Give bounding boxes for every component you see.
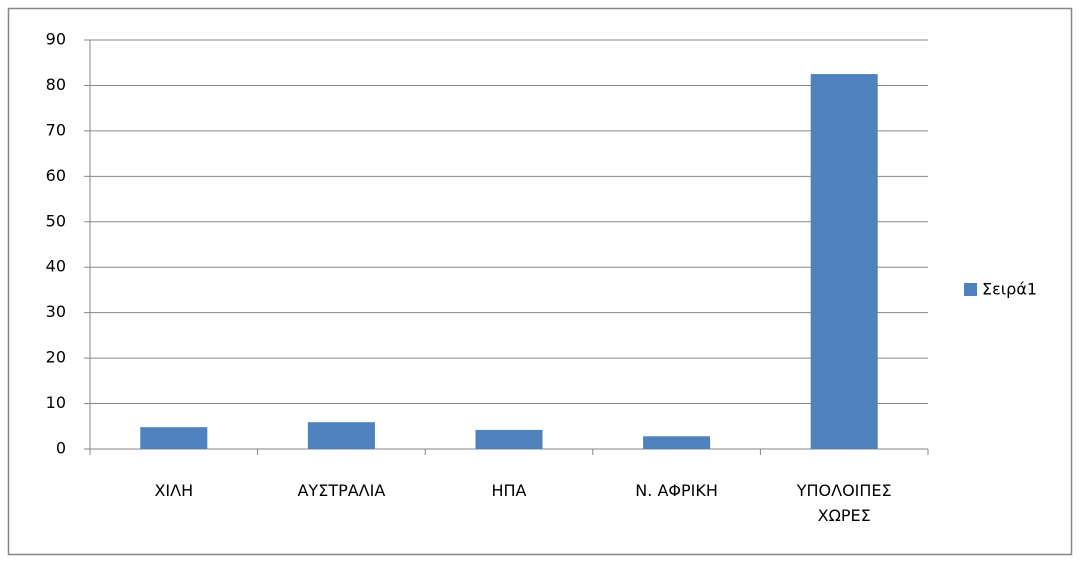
x-tick-label: ΥΠΟΛΟΙΠΕΣ ΧΩΡΕΣ xyxy=(796,481,892,525)
legend-swatch xyxy=(964,283,977,296)
x-tick-label: ΧΙΛΗ xyxy=(154,481,194,500)
bar xyxy=(643,436,711,449)
bar xyxy=(810,74,878,449)
y-tick-label: 30 xyxy=(46,302,66,321)
y-tick-label: 0 xyxy=(56,439,66,458)
bar xyxy=(475,429,543,449)
y-tick-label: 10 xyxy=(46,393,66,412)
chart-frame xyxy=(7,7,1073,556)
y-tick-label: 20 xyxy=(46,348,66,367)
y-tick-label: 70 xyxy=(46,120,66,139)
bar xyxy=(307,422,375,449)
y-tick-label: 80 xyxy=(46,75,66,94)
x-tick-label: Ν. ΑΦΡΙΚΗ xyxy=(635,481,718,500)
bar xyxy=(140,427,208,449)
y-tick-label: 50 xyxy=(46,211,66,230)
x-tick-label: ΑΥΣΤΡΑΛΙΑ xyxy=(297,481,386,500)
y-tick-label: 40 xyxy=(46,257,66,276)
x-tick-label: ΗΠΑ xyxy=(491,481,527,500)
y-tick-label: 90 xyxy=(46,30,66,49)
legend-label: Σειρά1 xyxy=(982,280,1037,299)
y-tick-label: 60 xyxy=(46,166,66,185)
